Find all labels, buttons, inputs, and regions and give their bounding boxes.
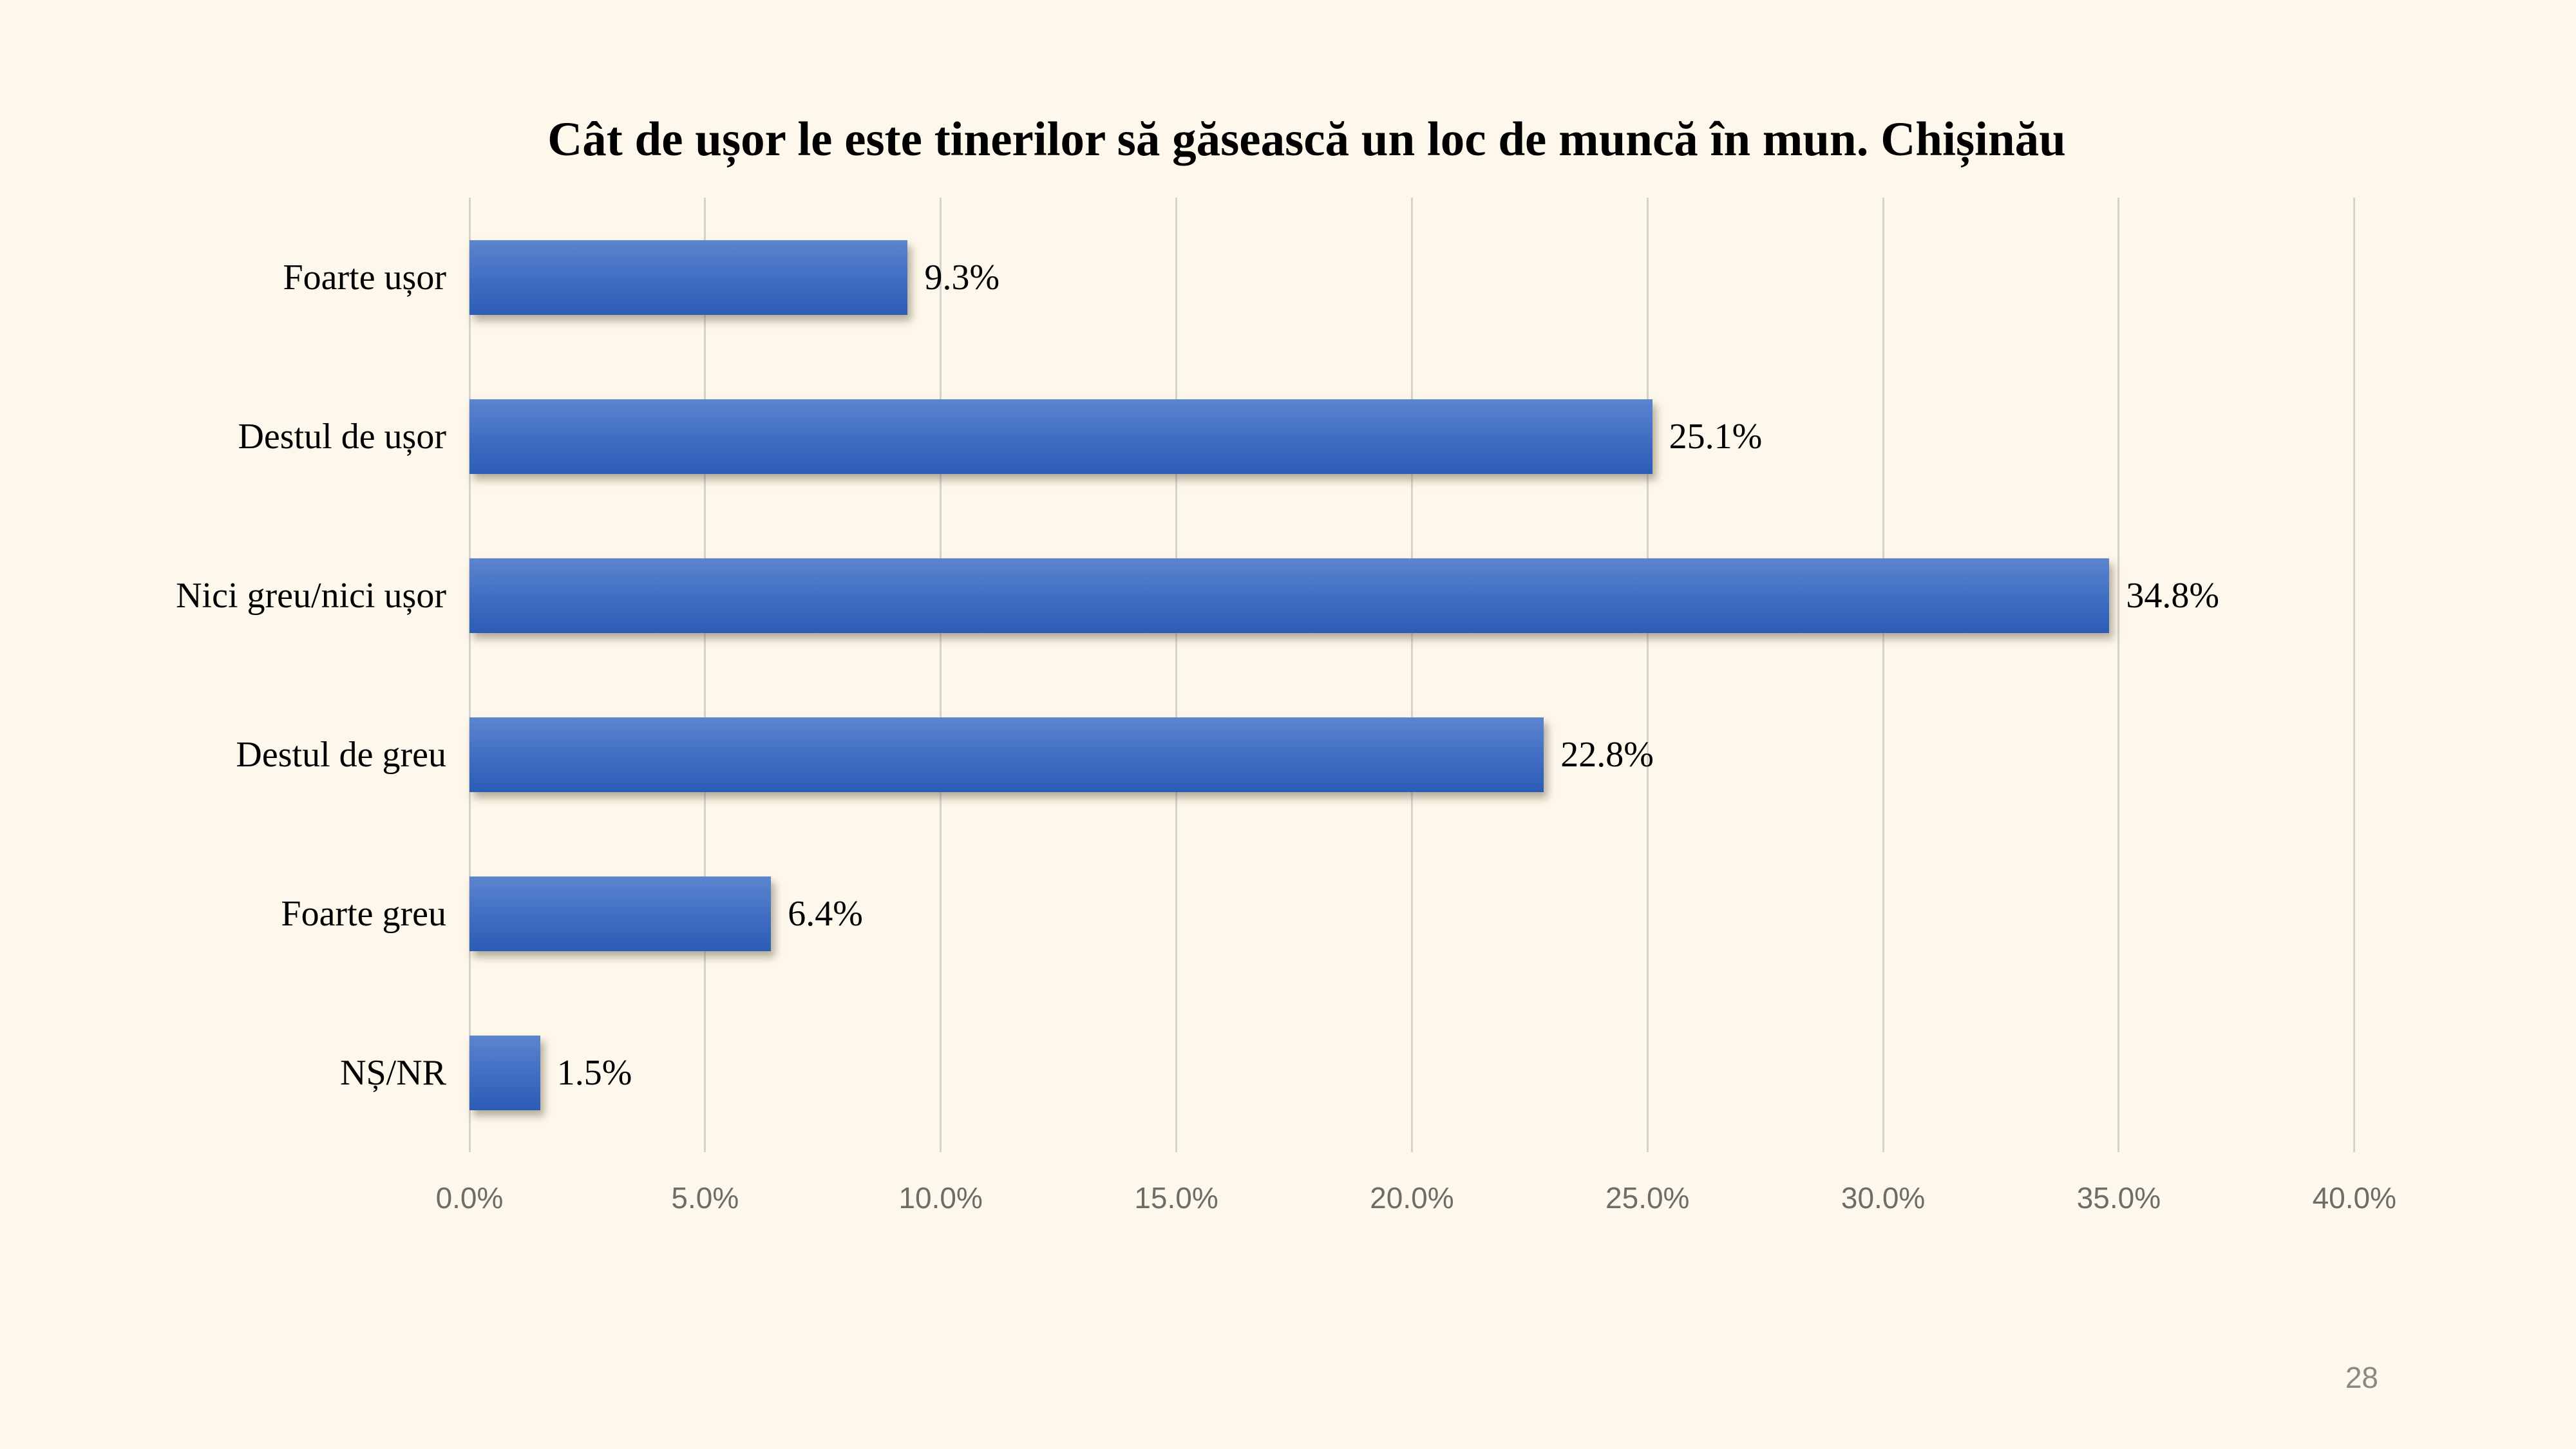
- category-label: Destul de ușor: [238, 416, 446, 457]
- x-axis-tick-label: 25.0%: [1605, 1181, 1690, 1215]
- x-axis-tick-label: 15.0%: [1134, 1181, 1218, 1215]
- value-label: 22.8%: [1560, 734, 1654, 775]
- bar: [469, 1035, 540, 1110]
- gridline: [1175, 198, 1178, 1152]
- bar: [469, 558, 2110, 633]
- x-axis-tick-label: 10.0%: [898, 1181, 983, 1215]
- category-label: Foarte greu: [281, 893, 446, 934]
- gridline: [1410, 198, 1413, 1152]
- x-axis-tick-label: 5.0%: [671, 1181, 739, 1215]
- value-label: 9.3%: [924, 257, 1000, 298]
- value-label: 1.5%: [556, 1052, 632, 1093]
- category-label: Foarte ușor: [283, 257, 446, 298]
- gridline: [1882, 198, 1884, 1152]
- category-label: Nici greu/nici ușor: [176, 575, 446, 616]
- bar: [469, 399, 1653, 474]
- bar: [469, 240, 908, 315]
- value-label: 6.4%: [788, 893, 863, 934]
- value-label: 34.8%: [2126, 575, 2219, 616]
- gridline: [704, 198, 706, 1152]
- page-number: 28: [2345, 1361, 2378, 1394]
- bar: [469, 876, 772, 951]
- gridline: [940, 198, 942, 1152]
- gridline: [1646, 198, 1649, 1152]
- x-axis-tick-label: 0.0%: [435, 1181, 504, 1215]
- gridline: [2117, 198, 2120, 1152]
- category-label: NȘ/NR: [340, 1052, 446, 1093]
- category-label: Destul de greu: [236, 734, 446, 775]
- x-axis-tick-label: 30.0%: [1841, 1181, 1926, 1215]
- x-axis-tick-label: 35.0%: [2076, 1181, 2161, 1215]
- x-axis-tick-label: 40.0%: [2312, 1181, 2397, 1215]
- x-axis-tick-label: 20.0%: [1370, 1181, 1454, 1215]
- gridline: [2353, 198, 2356, 1152]
- bar: [469, 717, 1544, 792]
- chart-title: Cât de ușor le este tinerilor să găseasc…: [547, 113, 2066, 166]
- value-label: 25.1%: [1669, 416, 1763, 457]
- gridline: [468, 198, 471, 1152]
